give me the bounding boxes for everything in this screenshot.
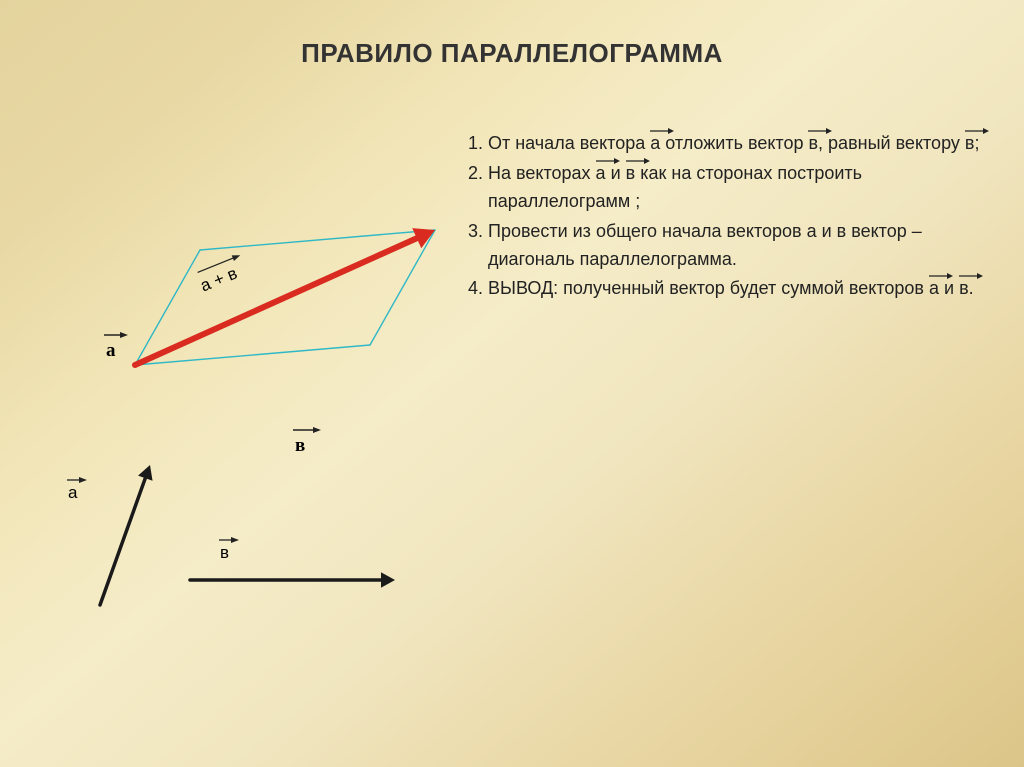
list-item-3: Провести из общего начала векторов а и в…: [488, 218, 980, 274]
ordered-list: От начала вектора а отложить вектор в, р…: [460, 130, 980, 303]
diagram-svg: [40, 210, 460, 630]
list-item-4: ВЫВОД: полученный вектор будет суммой ве…: [488, 275, 980, 303]
vec-arrow-inline: [808, 116, 832, 144]
rule-list: От начала вектора а отложить вектор в, р…: [460, 130, 980, 305]
list-item-1: От начала вектора а отложить вектор в, р…: [488, 130, 980, 158]
slide-title: ПРАВИЛО ПАРАЛЛЕЛОГРАММА: [0, 38, 1024, 69]
label-a-small: а: [68, 483, 77, 503]
list-item-2: На векторах а и в как на сторонах постро…: [488, 160, 980, 216]
slide-root: ПРАВИЛО ПАРАЛЛЕЛОГРАММА От начала вектор…: [0, 0, 1024, 767]
label-a-bold: а: [106, 340, 116, 362]
label-b-small: в: [220, 543, 229, 563]
title-text: ПРАВИЛО ПАРАЛЛЕЛОГРАММА: [301, 38, 723, 68]
diagram-area: а + в а в а в: [40, 210, 460, 630]
vec-arrow-inline: [650, 116, 674, 144]
label-b-bold: в: [295, 435, 305, 457]
vec-arrow-inline: [965, 116, 989, 144]
